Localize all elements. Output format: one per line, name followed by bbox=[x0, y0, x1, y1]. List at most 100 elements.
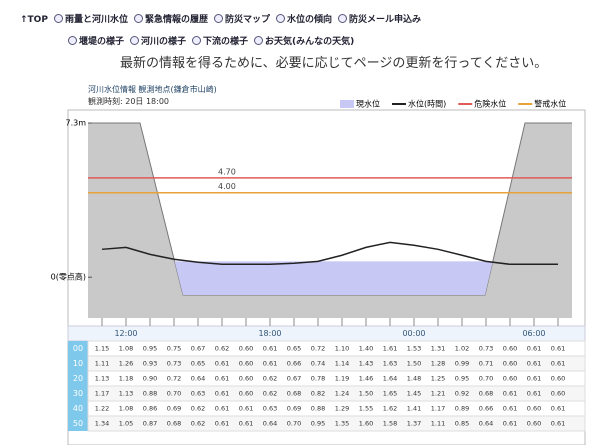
nav-row: ↑TOP 雨量と河川水位 緊急情報の履歴 防災マップ 水位の傾向 防災メール申込み bbox=[20, 12, 421, 25]
radio[interactable] bbox=[254, 36, 264, 45]
table-cell: 1.63 bbox=[383, 360, 397, 368]
row-label-bg bbox=[68, 341, 88, 356]
table-cell: 0.61 bbox=[215, 360, 229, 368]
nav-link[interactable]: 防災マップ bbox=[224, 15, 270, 25]
table-cell: 0.60 bbox=[239, 375, 253, 383]
table-cell: 0.61 bbox=[239, 420, 253, 428]
table-cell: 0.71 bbox=[479, 360, 493, 368]
table-cell: 1.22 bbox=[95, 405, 109, 413]
table-cell: 0.61 bbox=[551, 405, 565, 413]
table-cell: 0.88 bbox=[311, 405, 325, 413]
table-cell: 0.61 bbox=[263, 345, 277, 353]
table-cell: 0.68 bbox=[479, 390, 493, 398]
table-cell: 1.05 bbox=[119, 420, 133, 428]
radio[interactable] bbox=[130, 36, 140, 45]
radio[interactable] bbox=[275, 14, 285, 23]
table-cell: 0.68 bbox=[167, 420, 181, 428]
radio[interactable] bbox=[53, 14, 63, 23]
radio[interactable] bbox=[133, 14, 143, 23]
table-cell: 1.13 bbox=[119, 390, 133, 398]
table-cell: 0.60 bbox=[503, 375, 517, 383]
row-label-bg bbox=[68, 356, 88, 371]
notice: 最新の情報を得るために、必要に応じてページの更新を行ってください。 bbox=[120, 56, 548, 71]
table-cell: 1.40 bbox=[359, 345, 373, 353]
table-cell: 0.61 bbox=[551, 420, 565, 428]
table-cell: 1.02 bbox=[455, 345, 469, 353]
table-cell: 0.61 bbox=[527, 390, 541, 398]
table-cell: 0.66 bbox=[479, 405, 493, 413]
table-cell: 0.65 bbox=[191, 360, 205, 368]
table-cell: 0.61 bbox=[215, 375, 229, 383]
table-cell: 1.14 bbox=[335, 360, 349, 368]
nav-link[interactable]: お天気(みんなの天気) bbox=[265, 37, 355, 47]
table-cell: 0.95 bbox=[455, 375, 469, 383]
table-cell: 1.10 bbox=[335, 345, 349, 353]
table-cell: 0.86 bbox=[143, 405, 157, 413]
table-cell: 1.08 bbox=[119, 345, 133, 353]
row-label: 00 bbox=[73, 344, 83, 353]
table-cell: 1.18 bbox=[119, 375, 133, 383]
table-cell: 0.92 bbox=[455, 390, 469, 398]
table-cell: 1.62 bbox=[383, 405, 397, 413]
table-cell: 1.60 bbox=[359, 420, 373, 428]
table-cell: 0.61 bbox=[215, 420, 229, 428]
nav-link[interactable]: 雨量と河川水位 bbox=[64, 15, 128, 25]
table-cell: 0.63 bbox=[263, 405, 277, 413]
table-cell: 0.74 bbox=[311, 360, 325, 368]
table-cell: 0.62 bbox=[191, 420, 205, 428]
table-cell: 0.66 bbox=[287, 360, 301, 368]
row-label-bg bbox=[68, 416, 88, 431]
row-label-bg bbox=[68, 401, 88, 416]
radio[interactable] bbox=[338, 14, 347, 23]
table-cell: 0.60 bbox=[239, 345, 253, 353]
table-cell: 0.70 bbox=[479, 375, 493, 383]
row-bg bbox=[87, 415, 586, 432]
table-cell: 0.93 bbox=[143, 360, 157, 368]
nav-link[interactable]: 緊急情報の履歴 bbox=[144, 15, 208, 25]
table-cell: 1.65 bbox=[383, 390, 397, 398]
radio[interactable] bbox=[68, 36, 77, 45]
table-cell: 0.89 bbox=[455, 405, 469, 413]
table-header-bg bbox=[67, 325, 586, 342]
table-cell: 0.61 bbox=[215, 405, 229, 413]
table-cell: 0.78 bbox=[311, 375, 325, 383]
table-cell: 0.99 bbox=[455, 360, 469, 368]
water-area bbox=[174, 261, 493, 295]
table-cell: 1.37 bbox=[407, 420, 421, 428]
table-cell: 0.61 bbox=[503, 390, 517, 398]
table-cell: 1.50 bbox=[359, 390, 373, 398]
table-cell: 0.61 bbox=[551, 360, 565, 368]
table-cell: 0.61 bbox=[527, 375, 541, 383]
radio[interactable] bbox=[192, 36, 202, 45]
table-cell: 0.67 bbox=[191, 345, 205, 353]
table-cell: 0.69 bbox=[287, 405, 301, 413]
table-cell: 0.61 bbox=[503, 420, 517, 428]
table-cell: 1.35 bbox=[335, 420, 349, 428]
radio[interactable] bbox=[213, 14, 223, 23]
table-cell: 1.08 bbox=[119, 405, 133, 413]
table-cell: 1.45 bbox=[407, 390, 421, 398]
table-cell: 1.11 bbox=[95, 360, 109, 368]
table-cell: 1.48 bbox=[407, 375, 421, 383]
table-cell: 0.60 bbox=[239, 360, 253, 368]
y-tick-label: 0(零点高) bbox=[51, 272, 86, 282]
nav-link[interactable]: 防災メール申込み bbox=[349, 15, 422, 25]
table-cell: 0.61 bbox=[551, 345, 565, 353]
nav-link[interactable]: 下流の様子 bbox=[203, 37, 249, 47]
table-cell: 1.28 bbox=[431, 360, 445, 368]
nav-link[interactable]: 堰堤の様子 bbox=[79, 37, 125, 47]
top-link[interactable]: ↑TOP bbox=[20, 15, 48, 25]
x-tick-label: 12:00 bbox=[114, 329, 137, 338]
table-cell: 0.70 bbox=[167, 390, 181, 398]
nav-link[interactable]: 水位の傾向 bbox=[286, 15, 332, 25]
table-cell: 0.62 bbox=[263, 375, 277, 383]
table-cell: 0.95 bbox=[311, 420, 325, 428]
table-cell: 1.17 bbox=[431, 405, 445, 413]
nav-link[interactable]: 河川の様子 bbox=[141, 37, 187, 47]
x-tick-label: 18:00 bbox=[258, 329, 281, 338]
row-label: 10 bbox=[73, 359, 83, 368]
table-cell: 1.31 bbox=[431, 345, 445, 353]
table-cell: 1.53 bbox=[407, 345, 421, 353]
table-cell: 0.61 bbox=[239, 405, 253, 413]
